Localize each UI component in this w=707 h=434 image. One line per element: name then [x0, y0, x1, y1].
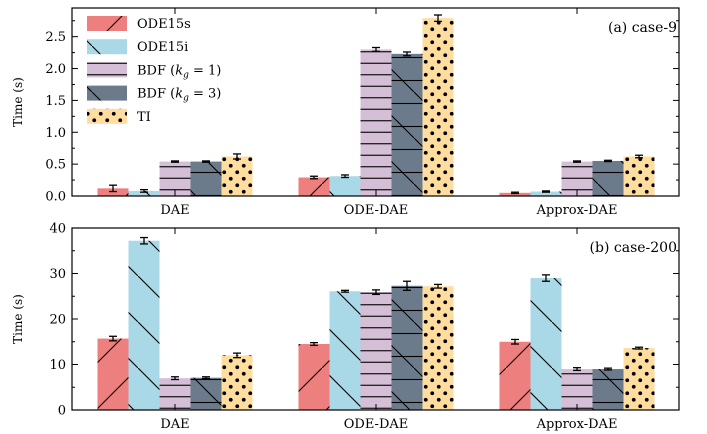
bar-bdf1-approx-dae	[561, 369, 593, 410]
y-tick-label: 10	[49, 358, 66, 373]
y-tick-label: 1.5	[45, 94, 66, 109]
bar-bdf1-ode-dae	[360, 292, 392, 410]
bar-bdf3-hatch-approx-dae	[592, 160, 624, 196]
y-tick-label: 40	[49, 222, 66, 237]
y-tick-label: 2.0	[45, 62, 66, 77]
y-axis-label: Time (s)	[11, 294, 25, 344]
legend-label-ode15i: ODE15i	[137, 40, 188, 55]
x-tick-label-approx-dae: Approx-DAE	[536, 203, 618, 218]
x-tick-label-ode-dae: ODE-DAE	[344, 417, 409, 432]
bar-ti-approx-dae	[623, 348, 655, 410]
y-tick-label: 30	[49, 267, 66, 282]
x-tick-label-ode-dae: ODE-DAE	[344, 203, 409, 218]
y-tick-label: 20	[49, 313, 66, 328]
bar-ode15i-dae	[128, 240, 160, 410]
x-tick-label-approx-dae: Approx-DAE	[536, 417, 618, 432]
panel-label: (a) case-9	[608, 20, 677, 36]
y-tick-label: 2.5	[45, 30, 66, 45]
bar-ti-dae	[221, 156, 253, 196]
bar-ti-approx-dae	[623, 156, 655, 196]
bar-bdf3-hatch-ode-dae	[391, 285, 423, 410]
y-axis-label: Time (s)	[11, 77, 25, 127]
bar-ti-ode-dae	[422, 18, 454, 197]
bar-ode15i-approx-dae	[530, 191, 562, 196]
legend-swatch-ode15s	[87, 16, 127, 31]
legend-label-ti: TI	[137, 110, 151, 125]
y-tick-label: 0.5	[45, 158, 66, 173]
panel-case-9: 0.0 0.5 1.0 1.5 2.0 2.5 DAE ODE-DAE Approx-DAE Ti…	[11, 7, 680, 218]
bar-ode15s-ode-dae	[298, 344, 330, 410]
bar-ode15i-dae	[128, 190, 160, 196]
bar-bdf1-ode-dae	[360, 49, 392, 196]
bar-ode15s-ode-dae	[298, 177, 330, 196]
legend-swatch-bdf1	[87, 62, 127, 78]
y-tick-label: 1.0	[45, 126, 66, 141]
x-tick-label-dae: DAE	[160, 203, 189, 218]
bar-bdf3-hatch-dae	[190, 161, 222, 196]
legend-label-bdf3: BDF (kg = 3)	[137, 87, 221, 104]
bar-bdf3-hatch-ode-dae	[391, 53, 423, 196]
bar-ode15i-ode-dae	[329, 291, 361, 410]
bar-ode15s-approx-dae	[499, 341, 531, 410]
y-tick-label: 0	[58, 404, 66, 419]
legend-label-ode15s: ODE15s	[137, 17, 191, 32]
panel-label: (b) case-200	[590, 240, 677, 256]
bar-ode15i-approx-dae	[530, 278, 562, 410]
bar-ti-ode-dae	[422, 286, 454, 410]
bar-bdf3-hatch-dae	[190, 377, 222, 410]
x-tick-label-dae: DAE	[160, 417, 189, 432]
panel-case-200: 0 10 20 30 40 DAE ODE-DAE Approx-DAE Time (s) (b)…	[11, 222, 680, 432]
legend-swatch-ti	[87, 108, 127, 124]
bar-bdf3-hatch-approx-dae	[592, 369, 624, 410]
legend-swatch-ode15i	[87, 39, 127, 55]
legend: ODE15s ODE15i BDF (kg = 1) BDF (kg = 3) TI	[87, 16, 221, 125]
bar-ti-dae	[221, 355, 253, 410]
y-tick-label: 0.0	[45, 190, 66, 205]
bar-ode15s-approx-dae	[499, 192, 531, 196]
bar-ode15i-ode-dae	[329, 176, 361, 196]
bar-ode15s-dae	[97, 338, 129, 410]
legend-label-bdf1: BDF (kg = 1)	[137, 63, 221, 80]
legend-swatch-hatch-bdf3	[87, 85, 127, 101]
